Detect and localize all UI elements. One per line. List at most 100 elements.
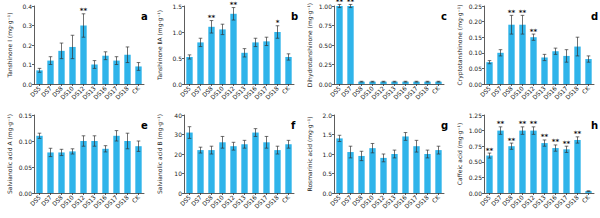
- svg-text:0.00: 0.00: [469, 190, 483, 197]
- svg-text:0.25: 0.25: [319, 61, 333, 68]
- svg-text:0.20: 0.20: [469, 18, 483, 25]
- svg-text:Salvianolic acid A (mg·g⁻¹): Salvianolic acid A (mg·g⁻¹): [6, 114, 14, 194]
- svg-text:0.25: 0.25: [469, 3, 483, 10]
- svg-text:**: **: [230, 1, 238, 9]
- svg-text:DS13: DS13: [80, 84, 97, 101]
- svg-text:b: b: [291, 11, 298, 22]
- svg-text:CK: CK: [580, 193, 591, 204]
- svg-text:CK: CK: [130, 193, 141, 204]
- svg-text:**: **: [80, 7, 88, 15]
- svg-text:20: 20: [174, 151, 182, 158]
- svg-text:Caffeic acid (mg·g⁻¹): Caffeic acid (mg·g⁻¹): [456, 123, 464, 186]
- svg-text:f: f: [291, 120, 296, 131]
- svg-text:g: g: [441, 120, 448, 131]
- svg-text:**: **: [519, 9, 527, 17]
- svg-text:d: d: [591, 11, 598, 22]
- svg-text:DS18: DS18: [264, 84, 280, 100]
- svg-text:DS18: DS18: [414, 84, 430, 100]
- svg-text:**: **: [552, 138, 560, 146]
- svg-text:**: **: [541, 133, 549, 141]
- svg-text:DS18: DS18: [564, 84, 580, 100]
- svg-text:0.2: 0.2: [22, 42, 32, 49]
- svg-text:0.05: 0.05: [469, 65, 483, 72]
- svg-text:**: **: [508, 137, 516, 145]
- svg-text:CK: CK: [580, 84, 591, 95]
- svg-text:e: e: [141, 120, 148, 131]
- svg-text:DS16: DS16: [241, 84, 258, 101]
- svg-text:DS18: DS18: [414, 193, 430, 209]
- svg-text:**: **: [519, 120, 527, 128]
- svg-text:1.0: 1.0: [172, 29, 182, 36]
- svg-text:0.0: 0.0: [322, 190, 332, 197]
- svg-text:0.5: 0.5: [322, 170, 332, 177]
- svg-text:Tanshinone Ⅰ (mg·g⁻¹): Tanshinone Ⅰ (mg·g⁻¹): [6, 13, 14, 79]
- svg-text:DS10: DS10: [58, 84, 75, 101]
- svg-text:0.0: 0.0: [22, 81, 32, 88]
- svg-text:0: 0: [178, 190, 182, 197]
- svg-text:0.75: 0.75: [319, 22, 333, 29]
- svg-text:DS12: DS12: [219, 84, 236, 101]
- svg-text:DS18: DS18: [564, 193, 580, 209]
- svg-text:0.00: 0.00: [319, 81, 333, 88]
- svg-text:DS18: DS18: [264, 193, 280, 209]
- svg-text:**: **: [347, 0, 355, 6]
- svg-text:1.5: 1.5: [172, 3, 182, 10]
- svg-text:0.50: 0.50: [319, 42, 333, 49]
- svg-text:0.05: 0.05: [19, 164, 33, 171]
- svg-text:30: 30: [174, 131, 182, 138]
- svg-text:40: 40: [174, 112, 182, 119]
- svg-text:**: **: [208, 14, 216, 22]
- svg-text:h: h: [591, 120, 598, 131]
- svg-text:DS17: DS17: [102, 84, 119, 101]
- svg-text:0.75: 0.75: [469, 143, 483, 150]
- svg-text:**: **: [508, 9, 516, 17]
- svg-text:0.15: 0.15: [469, 34, 483, 41]
- svg-text:DS10: DS10: [208, 84, 225, 101]
- svg-text:0.3: 0.3: [22, 22, 32, 29]
- svg-text:**: **: [530, 120, 538, 128]
- svg-text:0.00: 0.00: [469, 81, 483, 88]
- svg-text:1.00: 1.00: [469, 127, 483, 134]
- svg-text:0.15: 0.15: [19, 112, 33, 119]
- svg-text:a: a: [141, 11, 148, 22]
- svg-text:0.5: 0.5: [172, 55, 182, 62]
- svg-text:**: **: [563, 140, 571, 148]
- svg-text:**: **: [336, 0, 344, 6]
- svg-text:Dihydrotanshinone (mg·g⁻¹): Dihydrotanshinone (mg·g⁻¹): [306, 3, 314, 87]
- svg-text:CK: CK: [430, 84, 441, 95]
- svg-text:CK: CK: [130, 84, 141, 95]
- svg-text:0.0: 0.0: [172, 81, 182, 88]
- svg-text:**: **: [497, 120, 505, 128]
- svg-text:DS12: DS12: [69, 84, 86, 101]
- svg-text:DS16: DS16: [91, 84, 108, 101]
- svg-text:1.0: 1.0: [322, 151, 332, 158]
- svg-text:DS13: DS13: [230, 84, 247, 101]
- svg-text:2.0: 2.0: [322, 112, 332, 119]
- svg-text:Tanshinone ⅡA (mg·g⁻¹): Tanshinone ⅡA (mg·g⁻¹): [156, 10, 164, 81]
- svg-text:Cryptotanshinone (mg·g⁻¹): Cryptotanshinone (mg·g⁻¹): [456, 5, 464, 86]
- svg-text:CK: CK: [280, 193, 291, 204]
- svg-text:CK: CK: [430, 193, 441, 204]
- svg-text:Rosmarinic acid (mg·g⁻¹): Rosmarinic acid (mg·g⁻¹): [306, 116, 314, 191]
- svg-text:0.25: 0.25: [469, 174, 483, 181]
- svg-text:**: **: [574, 130, 582, 138]
- svg-text:0.10: 0.10: [19, 138, 33, 145]
- svg-text:1.00: 1.00: [319, 3, 333, 10]
- svg-text:DS18: DS18: [114, 193, 130, 209]
- svg-text:10: 10: [174, 170, 182, 177]
- svg-text:DS17: DS17: [252, 84, 269, 101]
- svg-text:Salvianolic acid B (mg·g⁻¹): Salvianolic acid B (mg·g⁻¹): [156, 114, 164, 194]
- svg-text:**: **: [530, 28, 538, 36]
- svg-text:0.10: 0.10: [469, 49, 483, 56]
- svg-text:**: **: [486, 147, 494, 155]
- svg-text:DS18: DS18: [114, 84, 130, 100]
- svg-text:1.25: 1.25: [469, 112, 483, 119]
- svg-text:CK: CK: [280, 84, 291, 95]
- svg-text:0.4: 0.4: [22, 3, 32, 10]
- svg-text:0.00: 0.00: [19, 190, 33, 197]
- svg-text:*: *: [276, 19, 280, 27]
- svg-text:0.50: 0.50: [469, 158, 483, 165]
- svg-text:c: c: [441, 11, 447, 22]
- svg-text:0.1: 0.1: [22, 61, 32, 68]
- svg-text:1.5: 1.5: [322, 131, 332, 138]
